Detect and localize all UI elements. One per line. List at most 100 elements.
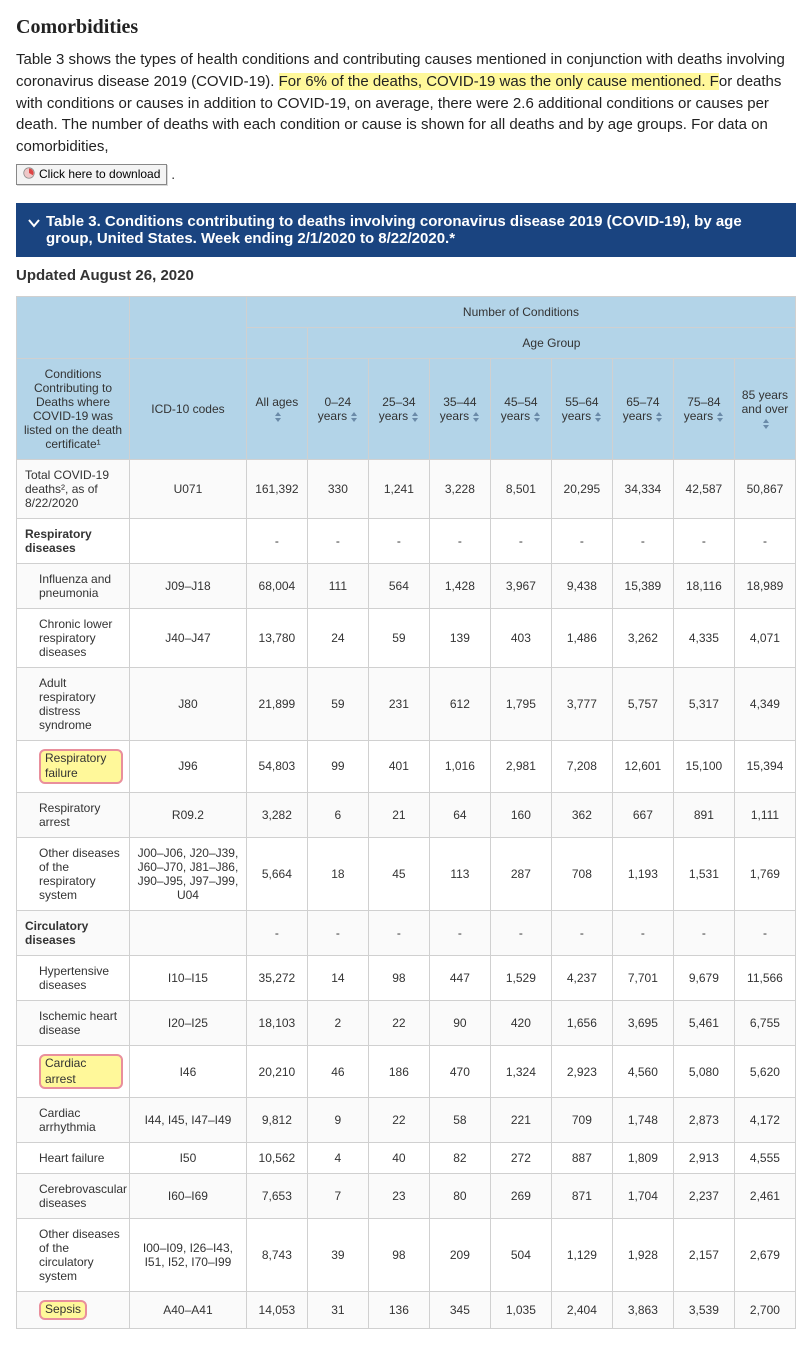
row-value: - xyxy=(490,518,551,563)
col-age-label: All ages xyxy=(256,395,299,409)
row-value: 139 xyxy=(429,608,490,667)
row-label: Cardiac arrest xyxy=(17,1045,130,1097)
row-label: Respiratory diseases xyxy=(17,518,130,563)
intro-period: . xyxy=(171,166,175,182)
row-value: 4,560 xyxy=(612,1045,673,1097)
row-icd xyxy=(130,910,247,955)
row-value: 420 xyxy=(490,1000,551,1045)
row-value: 7,653 xyxy=(246,1174,307,1219)
col-age-label: 75–84 years xyxy=(684,395,721,423)
row-icd: I00–I09, I26–I43, I51, I52, I70–I99 xyxy=(130,1219,247,1292)
col-age-6[interactable]: 65–74 years xyxy=(612,358,673,459)
row-label: Other diseases of the respiratory system xyxy=(17,837,130,910)
row-value: 447 xyxy=(429,955,490,1000)
row-label: Circulatory diseases xyxy=(17,910,130,955)
col-age-0[interactable]: All ages xyxy=(246,358,307,459)
row-value: 403 xyxy=(490,608,551,667)
row-value: 54,803 xyxy=(246,740,307,792)
row-value: - xyxy=(612,518,673,563)
row-value: 14,053 xyxy=(246,1292,307,1329)
row-value: 1,531 xyxy=(673,837,734,910)
row-value: - xyxy=(551,910,612,955)
table-row: Other diseases of the respiratory system… xyxy=(17,837,796,910)
table-banner[interactable]: Table 3. Conditions contributing to deat… xyxy=(16,203,796,257)
col-icd[interactable]: ICD-10 codes xyxy=(130,358,247,459)
row-value: 4,555 xyxy=(734,1143,795,1174)
row-value: - xyxy=(368,518,429,563)
row-value: 1,324 xyxy=(490,1045,551,1097)
row-value: 21 xyxy=(368,792,429,837)
row-value: 2,923 xyxy=(551,1045,612,1097)
row-value: 2,679 xyxy=(734,1219,795,1292)
row-value: 5,080 xyxy=(673,1045,734,1097)
col-age-label: 55–64 years xyxy=(562,395,599,423)
row-value: - xyxy=(307,910,368,955)
row-value: 5,461 xyxy=(673,1000,734,1045)
row-value: 1,111 xyxy=(734,792,795,837)
row-value: 18,116 xyxy=(673,563,734,608)
row-value: 20,295 xyxy=(551,459,612,518)
row-value: 2,913 xyxy=(673,1143,734,1174)
row-value: - xyxy=(734,518,795,563)
row-value: 18,103 xyxy=(246,1000,307,1045)
row-value: 6 xyxy=(307,792,368,837)
col-age-7[interactable]: 75–84 years xyxy=(673,358,734,459)
table-banner-title: Table 3. Conditions contributing to deat… xyxy=(46,213,784,247)
sort-icon xyxy=(533,412,541,422)
col-age-1[interactable]: 0–24 years xyxy=(307,358,368,459)
row-value: 1,656 xyxy=(551,1000,612,1045)
row-value: 221 xyxy=(490,1098,551,1143)
row-value: 1,129 xyxy=(551,1219,612,1292)
table-row: Cardiac arrhythmiaI44, I45, I47–I499,812… xyxy=(17,1098,796,1143)
col-age-5[interactable]: 55–64 years xyxy=(551,358,612,459)
row-label: Total COVID-19 deaths², as of 8/22/2020 xyxy=(17,459,130,518)
row-value: 34,334 xyxy=(612,459,673,518)
table-row: Ischemic heart diseaseI20–I2518,10322290… xyxy=(17,1000,796,1045)
row-value: 2,700 xyxy=(734,1292,795,1329)
row-value: 269 xyxy=(490,1174,551,1219)
row-value: 9,438 xyxy=(551,563,612,608)
row-value: 98 xyxy=(368,1219,429,1292)
row-value: - xyxy=(246,518,307,563)
row-value: 9,812 xyxy=(246,1098,307,1143)
row-label: Chronic lower respiratory diseases xyxy=(17,608,130,667)
sort-icon xyxy=(762,419,770,429)
row-icd: I20–I25 xyxy=(130,1000,247,1045)
row-value: 98 xyxy=(368,955,429,1000)
table-row: Cardiac arrestI4620,210461864701,3242,92… xyxy=(17,1045,796,1097)
highlighted-label: Sepsis xyxy=(39,1300,87,1320)
row-value: 3,282 xyxy=(246,792,307,837)
table-row: Heart failureI5010,562440822728871,8092,… xyxy=(17,1143,796,1174)
row-label: Adult respiratory distress syndrome xyxy=(17,667,130,740)
updated-label: Updated August 26, 2020 xyxy=(16,267,796,284)
col-age-3[interactable]: 35–44 years xyxy=(429,358,490,459)
row-value: 9,679 xyxy=(673,955,734,1000)
col-age-4[interactable]: 45–54 years xyxy=(490,358,551,459)
col-age-label: 45–54 years xyxy=(501,395,538,423)
row-label: Influenza and pneumonia xyxy=(17,563,130,608)
row-label: Respiratory failure xyxy=(17,740,130,792)
download-label: Click here to download xyxy=(39,167,160,181)
row-value: 42,587 xyxy=(673,459,734,518)
row-value: 15,100 xyxy=(673,740,734,792)
row-value: 31 xyxy=(307,1292,368,1329)
row-icd: U071 xyxy=(130,459,247,518)
row-icd: I10–I15 xyxy=(130,955,247,1000)
sort-icon xyxy=(274,412,282,422)
download-button[interactable]: Click here to download xyxy=(16,164,167,185)
col-age-2[interactable]: 25–34 years xyxy=(368,358,429,459)
col-conditions[interactable]: Conditions Contributing to Deaths where … xyxy=(17,358,130,459)
row-value: 39 xyxy=(307,1219,368,1292)
row-value: - xyxy=(612,910,673,955)
row-value: 21,899 xyxy=(246,667,307,740)
row-value: 58 xyxy=(429,1098,490,1143)
row-value: - xyxy=(490,910,551,955)
row-value: 4,349 xyxy=(734,667,795,740)
row-value: 64 xyxy=(429,792,490,837)
row-value: 564 xyxy=(368,563,429,608)
table-row: SepsisA40–A4114,053311363451,0352,4043,8… xyxy=(17,1292,796,1329)
row-value: - xyxy=(734,910,795,955)
table-row: Other diseases of the circulatory system… xyxy=(17,1219,796,1292)
row-value: 330 xyxy=(307,459,368,518)
col-age-8[interactable]: 85 years and over xyxy=(734,358,795,459)
